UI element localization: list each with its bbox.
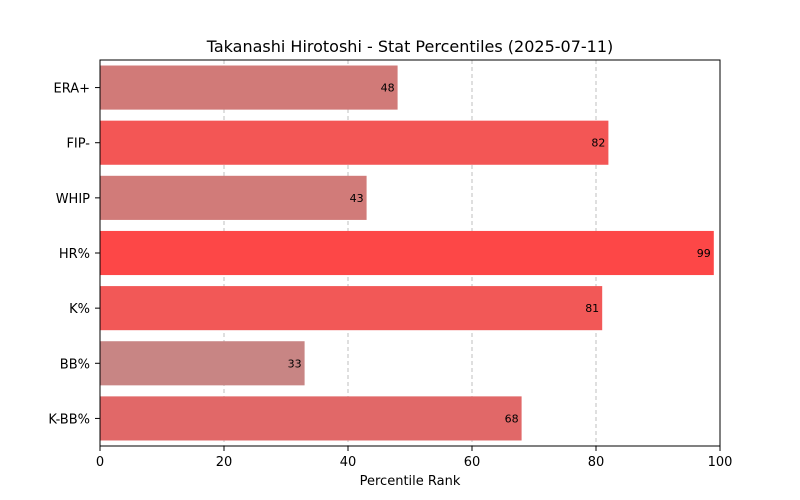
x-tick-label: 100 bbox=[708, 455, 733, 470]
data-label: 81 bbox=[585, 302, 599, 315]
data-label: 33 bbox=[288, 357, 302, 370]
y-tick-label: WHIP bbox=[56, 192, 90, 207]
x-tick-label: 60 bbox=[464, 455, 481, 470]
y-tick-label: K% bbox=[69, 302, 90, 317]
x-tick-label: 0 bbox=[96, 455, 104, 470]
chart-title: Takanashi Hirotoshi - Stat Percentiles (… bbox=[206, 37, 614, 56]
data-label: 48 bbox=[381, 82, 395, 95]
bars bbox=[100, 65, 714, 441]
x-tick-label: 20 bbox=[216, 455, 233, 470]
x-axis: 0 20 40 60 80 100 bbox=[96, 446, 733, 470]
x-axis-label: Percentile Rank bbox=[360, 474, 461, 489]
data-labels: 48 82 43 99 81 33 68 bbox=[288, 82, 711, 426]
y-tick-label: K-BB% bbox=[48, 412, 90, 427]
x-tick-label: 80 bbox=[588, 455, 605, 470]
bar-k- bbox=[100, 286, 603, 331]
y-axis: ERA+ FIP- WHIP HR% K% BB% K-BB% bbox=[48, 82, 100, 427]
data-label: 43 bbox=[350, 192, 364, 205]
bar-fip- bbox=[100, 120, 609, 165]
bar-era- bbox=[100, 65, 398, 110]
bar-hr- bbox=[100, 230, 714, 276]
data-label: 82 bbox=[591, 137, 605, 150]
data-label: 99 bbox=[697, 247, 711, 260]
y-tick-label: HR% bbox=[59, 247, 90, 262]
data-label: 68 bbox=[505, 412, 519, 425]
bar-k-bb- bbox=[100, 396, 522, 441]
bar-whip bbox=[100, 175, 367, 220]
bar-bb- bbox=[100, 341, 305, 386]
y-tick-label: FIP- bbox=[66, 137, 90, 152]
y-tick-label: BB% bbox=[60, 357, 90, 372]
x-tick-label: 40 bbox=[340, 455, 357, 470]
y-tick-label: ERA+ bbox=[53, 82, 90, 97]
